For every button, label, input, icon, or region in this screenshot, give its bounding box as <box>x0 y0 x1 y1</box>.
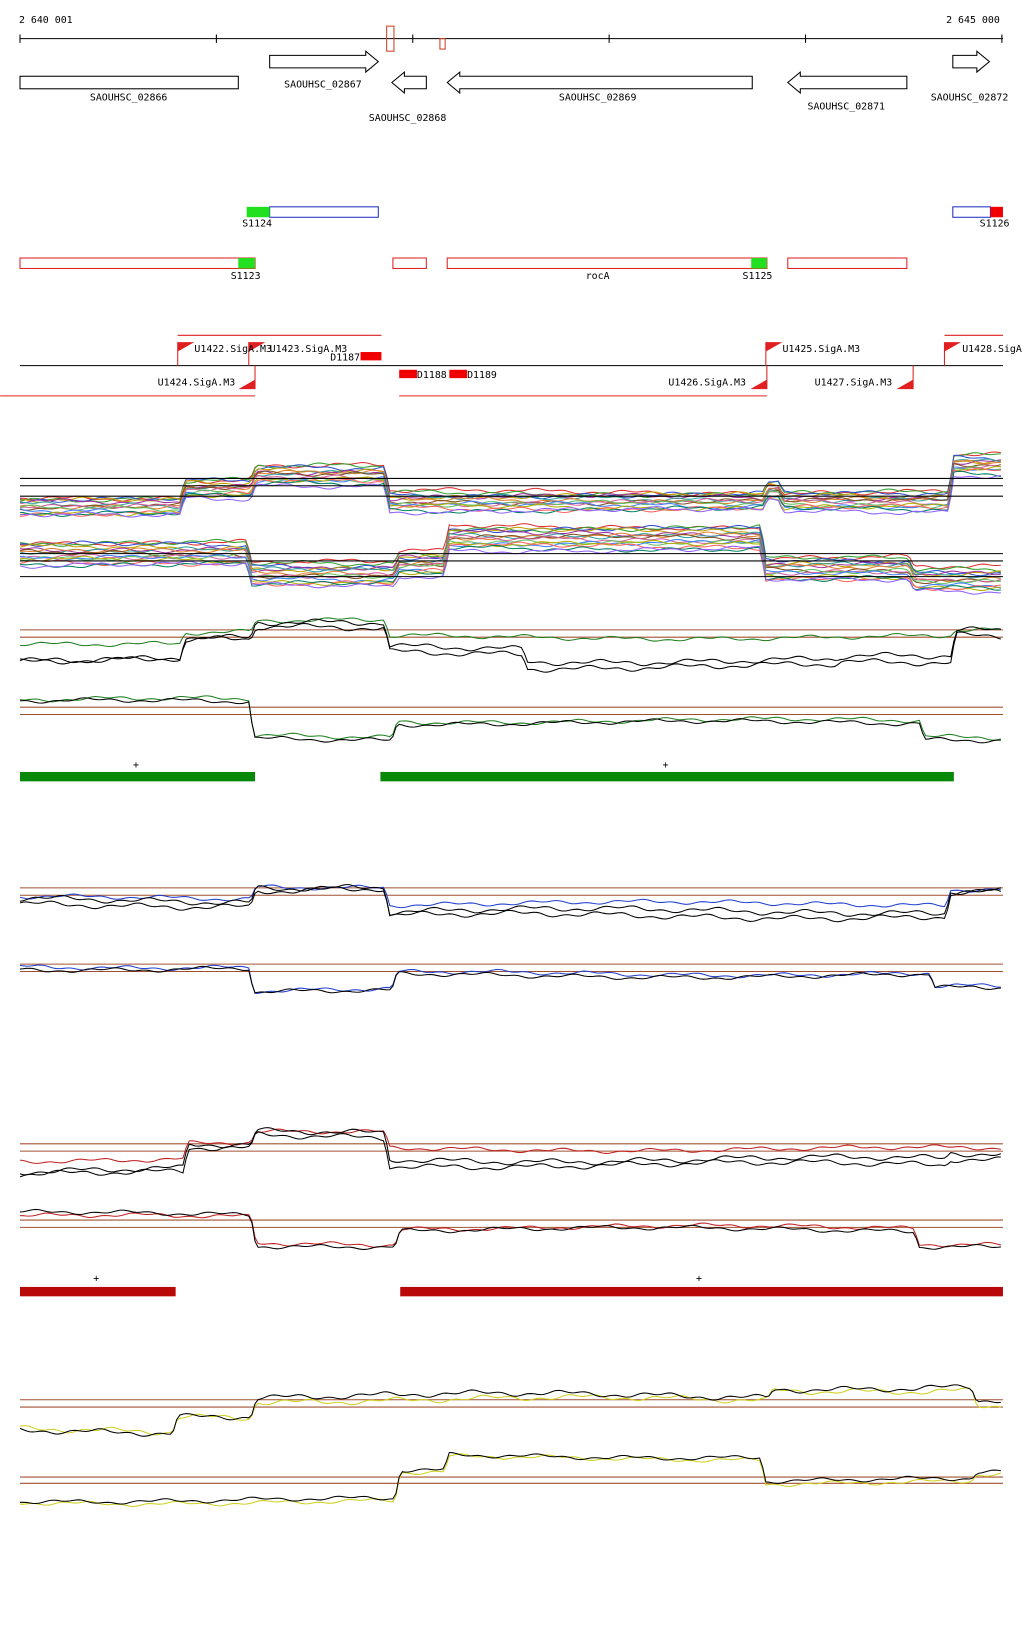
gene-label: SAOUHSC_02871 <box>807 102 885 113</box>
trace <box>19 460 1001 503</box>
promoter-label: U1424.SigA.M3 <box>158 377 236 388</box>
genes <box>19 50 991 95</box>
promoter-label: D1187 <box>330 352 360 363</box>
trace <box>19 539 1001 585</box>
promoter-label: U1427.SigA.M3 <box>815 377 893 388</box>
ruler-end: 2 645 000 <box>946 15 1000 26</box>
gene-label: SAOUHSC_02867 <box>284 80 362 91</box>
trace <box>19 622 1002 673</box>
trace <box>19 886 1002 923</box>
trace <box>19 617 1001 648</box>
trace <box>19 1208 1001 1250</box>
marker <box>439 38 446 50</box>
gene-label: SAOUHSC_02868 <box>369 113 447 124</box>
promoter-label: U1426.SigA.M3 <box>668 377 746 388</box>
feature-label: rocA <box>586 271 610 282</box>
marker <box>386 25 395 52</box>
feature <box>269 206 379 218</box>
trace <box>19 884 1001 909</box>
trace <box>19 1384 1001 1437</box>
trace <box>19 470 1001 517</box>
gene-label: SAOUHSC_02866 <box>90 92 168 103</box>
feature <box>751 258 767 269</box>
strand-label: + <box>133 760 139 771</box>
trace <box>19 1131 1001 1178</box>
span <box>0 334 1003 397</box>
flag <box>177 342 962 366</box>
trace <box>19 1128 1001 1164</box>
trace <box>19 884 1002 917</box>
gene-label: SAOUHSC_02869 <box>559 92 637 103</box>
trace <box>19 1453 1002 1508</box>
trace <box>19 528 1001 576</box>
promoter-label: U1422.SigA.M3 <box>194 344 272 355</box>
ruler-start: 2 640 001 <box>19 15 73 26</box>
ruler: 2 640 001 2 645 000 <box>19 15 1003 52</box>
feature <box>787 257 908 269</box>
feature-label: S1125 <box>743 271 773 282</box>
strand-bar <box>400 1286 1003 1297</box>
gene <box>446 70 753 95</box>
feature <box>392 257 427 269</box>
features <box>19 206 1003 269</box>
trace <box>19 1387 1001 1436</box>
gene <box>269 50 380 74</box>
trace <box>19 524 1001 573</box>
trace <box>19 531 1001 579</box>
gene-label: SAOUHSC_02872 <box>931 92 1009 103</box>
gene <box>952 50 991 74</box>
traces <box>19 451 1003 1508</box>
strand-bar <box>20 1286 176 1297</box>
trace <box>19 1451 1001 1505</box>
strand-label: + <box>663 760 669 771</box>
trace <box>19 964 1001 994</box>
strand-label: + <box>93 1274 99 1285</box>
trace <box>19 965 1001 994</box>
trace <box>19 1212 1001 1248</box>
block <box>449 369 468 379</box>
promoter-label: U1423.SigA.M3 <box>270 344 348 355</box>
gene <box>786 70 908 95</box>
feature-label: S1124 <box>242 219 272 230</box>
trace <box>19 474 1001 518</box>
gene <box>19 75 239 90</box>
feature <box>19 257 256 269</box>
trace <box>19 459 1001 510</box>
trace <box>19 544 1001 591</box>
block <box>360 352 382 361</box>
trace <box>19 695 1001 741</box>
trace <box>19 523 1001 570</box>
trace <box>19 534 1002 583</box>
trace <box>19 1127 1002 1176</box>
trace <box>19 466 1001 516</box>
trace <box>19 697 1001 744</box>
trace <box>19 618 1001 667</box>
feature <box>238 258 256 269</box>
feature <box>446 257 768 269</box>
trace <box>19 541 1001 591</box>
strand-label: + <box>696 1274 702 1285</box>
promoter-label: D1188 <box>417 370 447 381</box>
feature <box>952 206 991 218</box>
promoter-label: D1189 <box>467 370 497 381</box>
feature <box>990 206 1003 218</box>
feature-label: S1126 <box>980 219 1010 230</box>
gene <box>391 70 427 95</box>
promoters <box>0 334 1003 397</box>
promoter-label: U1425.SigA.M3 <box>783 344 861 355</box>
ruler-ticks <box>19 34 1003 43</box>
strand-bar <box>380 771 954 782</box>
trace <box>19 524 1001 577</box>
promoter-label: U1428.SigA <box>962 344 1022 355</box>
block <box>399 369 417 379</box>
feature-label: S1123 <box>231 271 261 282</box>
flag <box>238 365 914 390</box>
strand-bar <box>20 771 256 782</box>
feature <box>246 206 270 218</box>
